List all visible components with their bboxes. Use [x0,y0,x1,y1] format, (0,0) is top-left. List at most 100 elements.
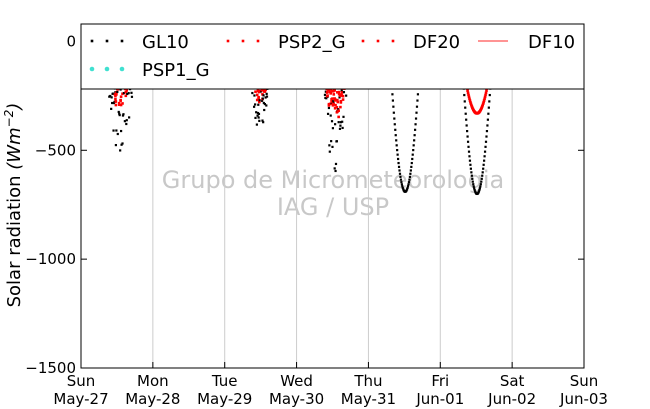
point-PSP2_G [468,97,471,101]
point-GL10 [469,167,472,170]
point-PSP2_G [255,93,259,97]
point-PSP2_G [481,103,484,107]
point-GL10 [406,185,410,188]
point-GL10 [330,120,334,123]
point-GL10 [332,100,335,103]
point-GL10 [324,90,327,93]
point-GL10 [472,185,475,188]
point-PSP2_G [484,91,488,95]
point-GL10 [110,96,113,99]
point-GL10 [466,140,470,143]
point-PSP2_G [337,92,341,96]
point-GL10 [415,105,419,108]
point-DF20 [337,90,341,94]
point-GL10 [473,189,476,192]
point-GL10 [410,161,413,165]
point-PSP2_G [327,88,330,92]
point-GL10 [398,172,402,175]
legend-box [80,23,585,90]
point-GL10 [396,149,399,152]
y-tick-label: −1000 [25,250,76,268]
point-GL10 [466,129,469,133]
point-GL10 [472,183,475,186]
point-GL10 [264,96,267,99]
point-PSP2_G [466,89,469,93]
point-GL10 [254,116,257,120]
point-GL10 [112,129,115,132]
point-GL10 [261,99,264,102]
point-GL10 [408,178,411,181]
point-GL10 [481,171,484,174]
point-GL10 [467,145,470,148]
point-PSP2_G [466,91,470,95]
point-GL10 [125,119,128,122]
point-PSP2_G [121,102,124,105]
x-tick-day-label: Tue [211,372,238,390]
point-GL10 [392,105,395,108]
point-PSP2_G [119,103,123,107]
point-PSP2_G [337,109,340,113]
point-GL10 [399,178,403,181]
point-GL10 [261,97,264,100]
point-GL10 [483,150,487,153]
point-GL10 [122,113,125,116]
legend: GL10 PSP2_G DF20 DF10 PSP1_G [80,23,585,90]
point-DF20 [340,91,344,94]
legend-marker [361,39,365,43]
point-GL10 [411,157,414,161]
point-GL10 [412,144,415,147]
point-GL10 [395,144,398,147]
point-GL10 [263,108,266,112]
point-GL10 [465,124,468,127]
point-PSP2_G [332,102,336,106]
point-GL10 [255,111,258,114]
point-GL10 [463,93,466,97]
point-GL10 [484,145,487,148]
point-PSP2_G [257,95,260,99]
legend-entry-GL10: GL10 [90,32,189,53]
point-PSP2_G [469,100,472,104]
point-PSP2_G [258,100,261,104]
x-tick-day-label: Sat [500,372,525,390]
legend-marker [89,66,95,72]
y-tick-label: −500 [35,141,76,159]
point-GL10 [397,165,401,168]
point-GL10 [486,124,489,127]
point-GL10 [338,96,341,99]
point-PSP2_G [326,94,329,97]
point-GL10 [464,112,467,115]
x-tick-day-label: Sun [67,372,96,390]
point-GL10 [119,149,122,152]
point-GL10 [339,121,342,124]
point-GL10 [327,106,331,110]
point-GL10 [393,123,396,126]
point-GL10 [123,120,126,123]
x-tick-date-label: Jun-03 [559,390,608,408]
point-DF20 [117,101,121,105]
point-GL10 [341,120,344,123]
point-DF20 [257,97,260,100]
point-GL10 [415,111,418,114]
point-DF20 [114,103,118,107]
point-GL10 [126,92,129,96]
point-PSP2_G [335,106,339,109]
point-GL10 [407,181,411,184]
point-GL10 [486,118,489,121]
point-GL10 [109,94,112,98]
point-DF20 [336,91,339,94]
point-GL10 [328,150,331,153]
point-GL10 [323,93,327,96]
point-GL10 [468,159,472,162]
point-GL10 [405,188,409,191]
legend-marker [256,39,260,43]
point-GL10 [467,150,471,153]
y-axis-label: Solar radiation (Wm−2) [2,103,25,308]
point-PSP2_G [334,98,337,102]
point-GL10 [488,93,491,97]
point-DF20 [114,97,117,101]
point-PSP2_G [264,88,267,91]
point-GL10 [480,180,483,183]
x-tick-date-label: May-27 [53,390,108,408]
y-tick-label: −1500 [25,359,76,377]
